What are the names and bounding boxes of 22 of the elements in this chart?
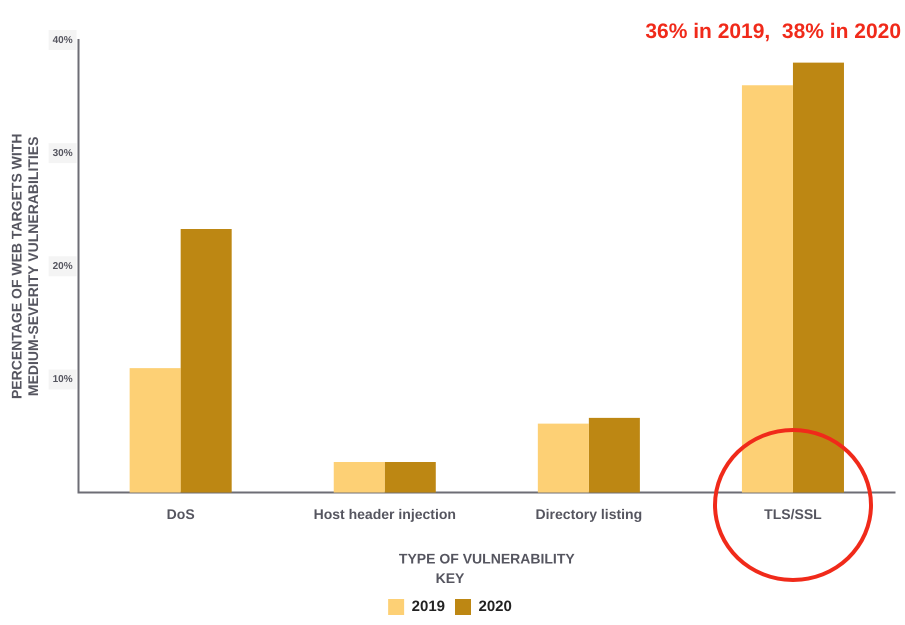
x-tick-label: Host header injection xyxy=(314,506,456,522)
bar xyxy=(588,418,640,493)
y-axis-title: PERCENTAGE OF WEB TARGETS WITH MEDIUM-SEVERITY VULNERABILITIES xyxy=(8,134,42,400)
legend-label: 2019 xyxy=(412,598,446,616)
x-tick-label: Directory listing xyxy=(536,506,642,522)
bar xyxy=(334,462,385,493)
x-axis-title: TYPE OF VULNERABILITY xyxy=(398,550,576,567)
bar xyxy=(130,368,181,493)
x-tick-label: TLS/SSL xyxy=(764,506,822,522)
bar xyxy=(792,62,844,493)
y-tick-label: 10% xyxy=(52,374,73,386)
bar xyxy=(180,228,232,493)
y-tick-label: 30% xyxy=(52,148,73,159)
bar xyxy=(538,424,589,493)
y-tick-label: 40% xyxy=(52,34,73,46)
y-tick-label: 20% xyxy=(52,261,73,272)
bar xyxy=(742,85,793,493)
x-tick-label: DoS xyxy=(166,506,195,522)
legend-label: 2020 xyxy=(478,598,512,616)
annotation: 36% in 2019, 38% in 2020 xyxy=(645,20,902,43)
legend-title: KEY xyxy=(436,570,466,586)
bar xyxy=(384,462,436,493)
